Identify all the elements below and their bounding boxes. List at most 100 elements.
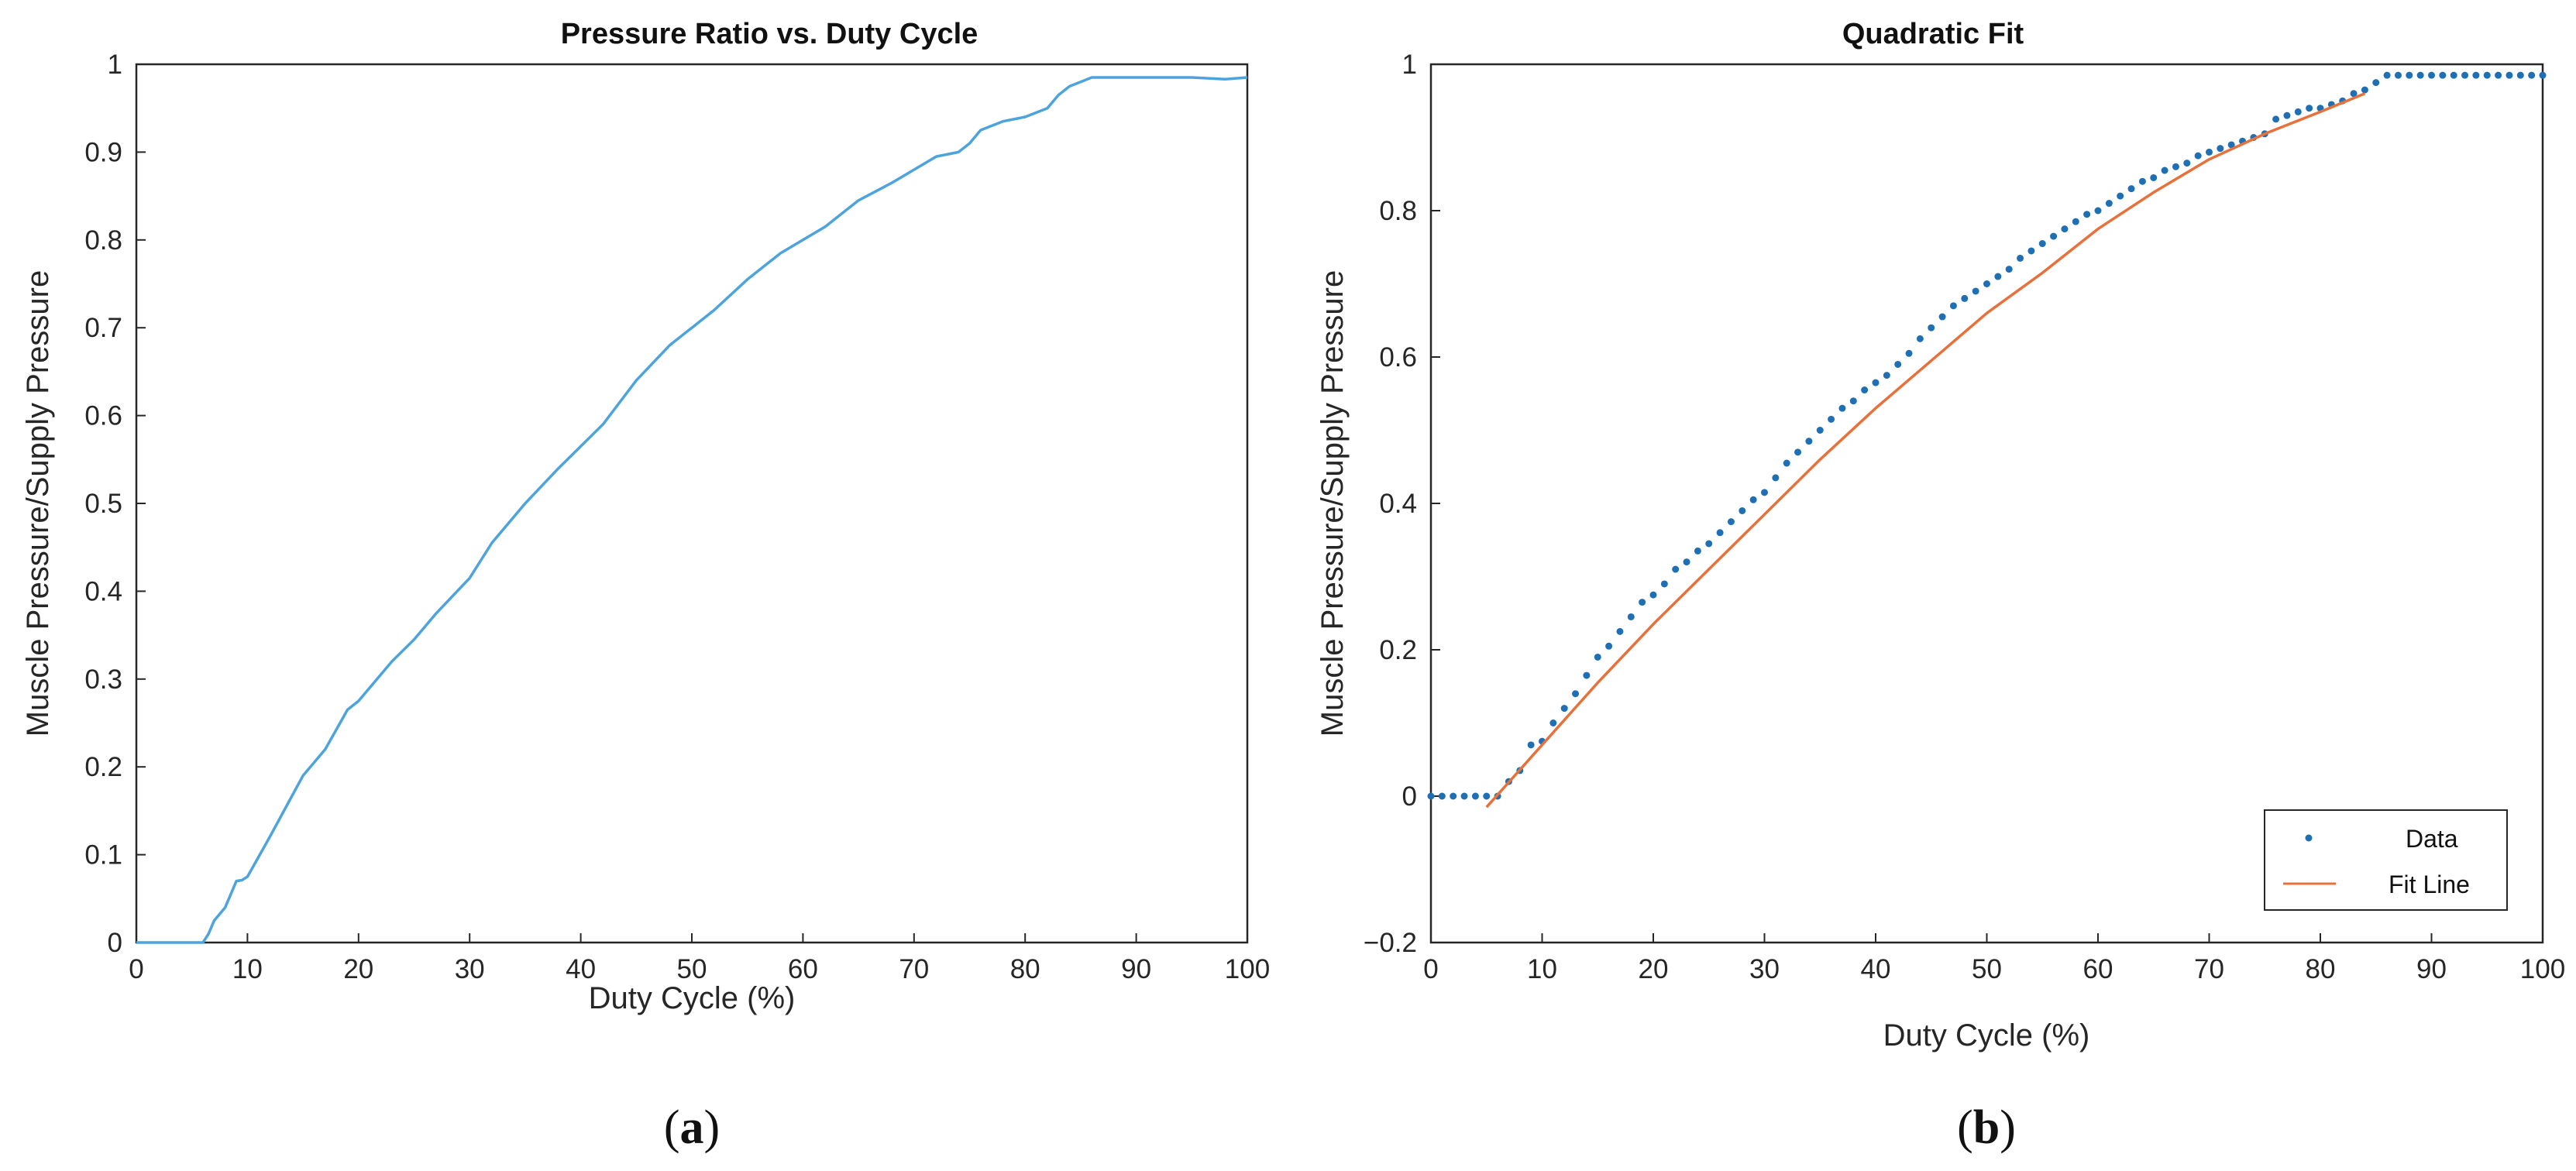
data-point — [2061, 225, 2069, 233]
data-point — [1994, 273, 2002, 280]
panel-a-title: Pressure Ratio vs. Duty Cycle — [561, 18, 978, 50]
data-point — [1572, 690, 1580, 698]
data-point — [2372, 79, 2380, 87]
legend-data-label: Data — [2406, 825, 2458, 853]
data-point — [1460, 792, 1468, 800]
data-point — [1761, 489, 1768, 496]
data-point — [2027, 247, 2035, 255]
panel-b-xtick-label: 0 — [1423, 954, 1438, 984]
data-point — [1783, 459, 1790, 467]
panel-a-caption: (a) — [664, 1101, 720, 1154]
panel-b-xtick-label: 40 — [1861, 954, 1891, 984]
data-point — [2416, 71, 2424, 79]
data-point — [2117, 192, 2124, 200]
data-point — [2383, 71, 2391, 79]
data-point — [2227, 141, 2235, 149]
data-point — [1727, 518, 1735, 526]
data-point — [2461, 71, 2469, 79]
panel-b-axes-box — [1429, 63, 2544, 944]
panel-a-ytick-label: 0.6 — [84, 401, 122, 431]
panel-a-series — [136, 76, 1248, 944]
panel-a-xtick-label: 80 — [1010, 954, 1040, 984]
panel-a-xtick-label: 90 — [1121, 954, 1151, 984]
data-point — [1972, 287, 1979, 295]
panel-a-ylabel: Muscle Pressure/Supply Pressure — [21, 270, 55, 737]
panel-b-ytick-label: 0.2 — [1379, 635, 1417, 665]
data-point — [2050, 232, 2058, 240]
panel-a-xtick-label: 20 — [343, 954, 373, 984]
data-point — [2406, 71, 2413, 79]
panel-a-ytick-label: 0 — [108, 928, 122, 958]
panel-a-xtick-label: 60 — [788, 954, 818, 984]
data-point — [2439, 71, 2447, 79]
panel-a-ytick-label: 0.1 — [84, 840, 122, 871]
panel-b-ytick-label: 0.6 — [1379, 342, 1417, 373]
panel-b-series — [1427, 71, 2547, 809]
panel-a-xlabel: Duty Cycle (%) — [589, 981, 796, 1015]
panel-b-xlabel: Duty Cycle (%) — [1883, 1018, 2090, 1053]
panel-a-ytick-label: 0.3 — [84, 664, 122, 695]
data-point — [2505, 71, 2513, 79]
data-point — [1616, 627, 1624, 635]
panel-b-xtick-label: 30 — [1749, 954, 1780, 984]
data-point — [1594, 653, 1601, 661]
data-point — [1549, 719, 1557, 726]
data-point — [2450, 71, 2457, 79]
data-point — [2350, 90, 2358, 98]
data-point — [1749, 496, 1757, 503]
panel-a-ytick-label: 0.8 — [84, 225, 122, 256]
data-point — [2516, 71, 2524, 79]
data-point — [1961, 294, 1969, 302]
data-point — [1794, 448, 1802, 456]
data-point — [1683, 558, 1690, 566]
panel-b-caption: (b) — [1957, 1101, 2016, 1154]
data-point — [1639, 599, 1646, 606]
panel-a-ticks: 0 10 20 30 40 50 60 70 80 90 100 0 0.1 0.2 0.3 0.4 0.5 0.… — [84, 50, 1270, 984]
data-point — [2017, 254, 2024, 262]
data-point — [1694, 547, 1701, 555]
data-point — [2172, 163, 2179, 170]
data-point — [1660, 580, 1668, 588]
panel-b-ylabel: Muscle Pressure/Supply Pressure — [1316, 270, 1350, 737]
data-point — [2539, 71, 2547, 79]
data-point — [1849, 397, 1857, 405]
data-point — [2472, 71, 2480, 79]
data-point — [2483, 71, 2491, 79]
panel-b-ytick-label: 0.8 — [1379, 196, 1417, 226]
panel-a-caption-letter: a — [680, 1101, 704, 1154]
data-point — [1716, 529, 1724, 537]
panel-b-legend: Data Fit Line — [2264, 809, 2508, 911]
data-point — [2206, 148, 2213, 156]
data-point — [1872, 379, 1880, 386]
data-point — [2306, 105, 2313, 112]
data-point — [1894, 360, 1902, 368]
fit-line — [1485, 92, 2366, 809]
data-point — [2072, 218, 2079, 225]
panel-a-axes-box — [135, 63, 1249, 944]
panel-a-ytick-label: 1 — [108, 50, 122, 80]
panel-b-chart: Quadratic Fit 0 10 20 30 40 50 60 70 80 90 100−0.2… — [1316, 18, 2565, 1154]
panel-b-xtick-label: 100 — [2520, 954, 2565, 984]
panel-b-caption-letter: b — [1973, 1101, 2000, 1154]
data-point — [2105, 200, 2113, 208]
panel-b-xtick-label: 60 — [2083, 954, 2113, 984]
data-point — [1627, 613, 1635, 620]
legend-box — [2264, 809, 2508, 911]
data-point — [1816, 427, 1824, 434]
data-point — [2127, 185, 2135, 193]
data-point — [1450, 792, 1457, 800]
panel-b-xtick-label: 10 — [1527, 954, 1557, 984]
series-line — [136, 76, 1248, 944]
panel-b-xtick-label: 90 — [2416, 954, 2447, 984]
panel-b-title: Quadratic Fit — [1842, 18, 2024, 50]
data-point — [1828, 415, 1835, 423]
data-point — [2194, 152, 2202, 160]
panel-b-xtick-label: 80 — [2306, 954, 2336, 984]
panel-a-xtick-label: 30 — [455, 954, 485, 984]
data-point — [2294, 108, 2302, 115]
data-point — [2005, 266, 2013, 273]
data-point — [1905, 349, 1913, 357]
panel-a-ytick-label: 0.7 — [84, 313, 122, 343]
data-point — [2038, 240, 2046, 248]
